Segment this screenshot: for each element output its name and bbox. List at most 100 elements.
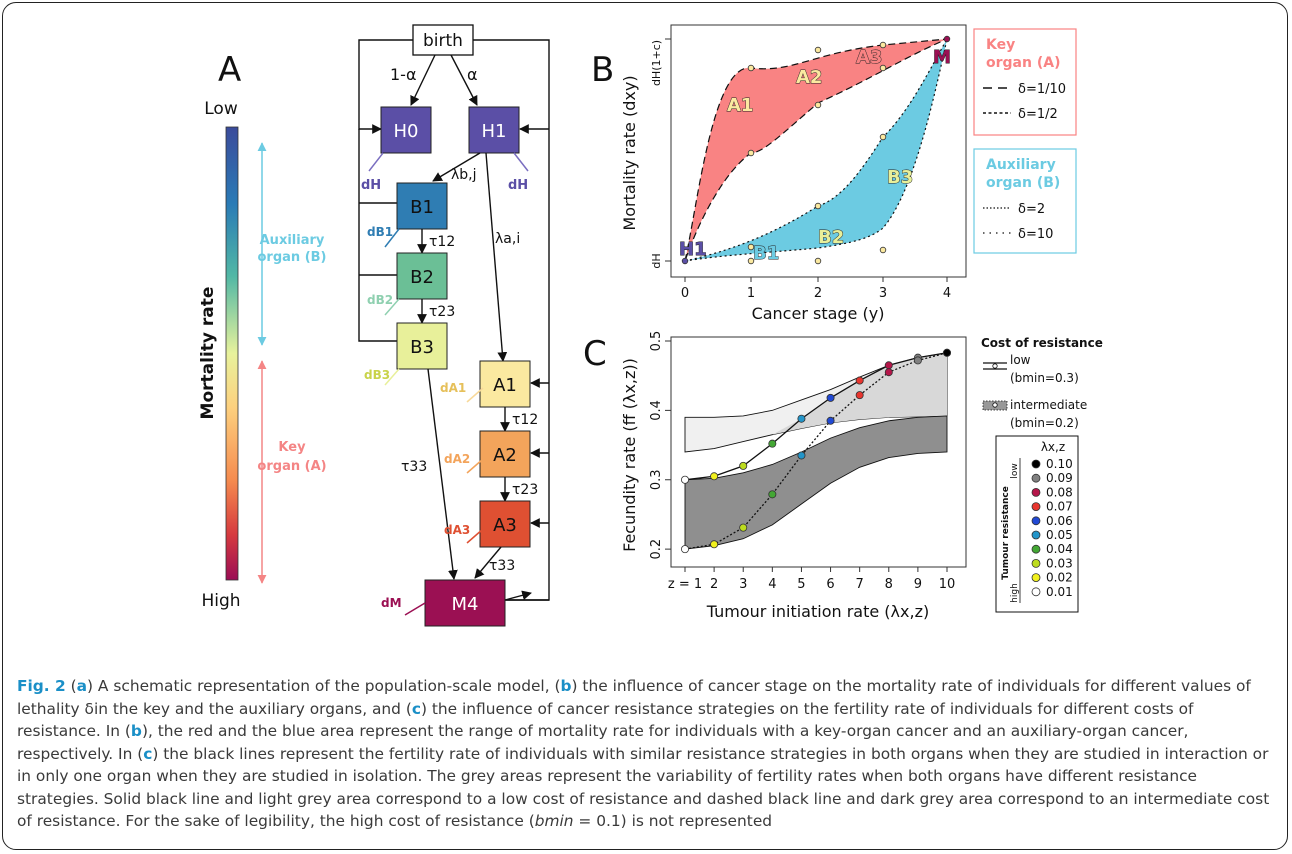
inter-point-5 xyxy=(797,451,806,460)
b-xtick-3: 3 xyxy=(879,286,887,301)
c-xtick-3: 4 xyxy=(768,577,776,592)
inter-point-6 xyxy=(826,416,835,425)
lambda-swatch-7 xyxy=(1031,559,1041,568)
low-point-8 xyxy=(884,361,893,370)
state-a1 xyxy=(479,360,531,408)
c-xtick-4: 5 xyxy=(797,577,805,592)
m4-death-arrow xyxy=(404,602,426,616)
panel-a: A Low High Mortality rate Auxiliary orga… xyxy=(198,24,550,627)
lambda-value-1: 0.09 xyxy=(1046,471,1073,485)
lambda-swatch-5 xyxy=(1031,530,1041,540)
state-a1-label: A1 xyxy=(493,375,517,396)
series-intermediate-line xyxy=(684,352,948,550)
state-h1-label: H1 xyxy=(482,121,507,142)
inter-point-4 xyxy=(768,490,777,499)
cost-low-label: low xyxy=(1010,353,1031,367)
region-b1: B1 xyxy=(753,243,779,264)
scale-high-label: High xyxy=(201,591,240,611)
legend-aux-item-2: δ=10 xyxy=(1018,227,1053,242)
panel-c-xlabel: Tumour initiation rate (λx,z) xyxy=(706,602,929,621)
rate-dm: dM xyxy=(381,596,402,610)
b-loop-left xyxy=(358,129,397,342)
h1-death-arrow xyxy=(513,152,529,172)
cost-inter-label: intermediate xyxy=(1010,398,1087,412)
region-b2: B2 xyxy=(818,227,844,248)
cost-legend-title: Cost of resistance xyxy=(981,336,1103,350)
state-m4-label: M4 xyxy=(452,594,479,615)
caption-text-3: ) the influence of cancer stage on the m… xyxy=(17,677,1251,718)
lambda-legend-items: 0.100.090.080.070.060.050.040.030.020.01 xyxy=(1031,457,1073,599)
c-ytick-3: 0.5 xyxy=(649,331,664,352)
point-a2-upper xyxy=(814,46,822,54)
panel-c-yticks: 0.2 0.3 0.4 0.5 xyxy=(649,331,671,560)
state-h1 xyxy=(468,106,520,154)
inter-point-8 xyxy=(884,368,893,377)
point-a1-upper xyxy=(747,64,755,72)
region-b3: B3 xyxy=(887,167,913,188)
low-point-2 xyxy=(710,472,719,481)
inter-point-3 xyxy=(739,523,748,532)
legend-key-title-2: organ (A) xyxy=(986,55,1060,71)
point-b1-upper xyxy=(747,243,755,251)
region-m: M xyxy=(933,47,951,68)
point-a3-lower xyxy=(879,64,887,72)
lambda-value-9: 0.01 xyxy=(1046,585,1073,599)
lambda-value-6: 0.04 xyxy=(1046,542,1073,556)
state-a2-label: A2 xyxy=(493,445,517,466)
caption-text-7: = 0.1) is not represented xyxy=(573,812,773,830)
lambda-swatch-9 xyxy=(1031,587,1041,597)
point-h1 xyxy=(681,257,689,265)
panel-c-areas xyxy=(684,352,948,550)
birth-loop-left xyxy=(358,39,413,134)
key-organ-area xyxy=(684,38,948,262)
lambda-a-label: λa,i xyxy=(495,231,520,247)
panel-c-points xyxy=(681,348,952,554)
aux-organ-area xyxy=(684,38,948,262)
figure-caption: Fig. 2 (a) A schematic representation of… xyxy=(17,675,1279,833)
c-xtick-7: 8 xyxy=(885,577,893,592)
panel-a-letter: A xyxy=(218,50,241,90)
tau33-b-label: τ33 xyxy=(401,459,427,475)
caption-ref-b: b xyxy=(560,677,572,695)
c-ytick-0: 0.2 xyxy=(649,539,664,560)
state-h0 xyxy=(380,106,432,154)
low-point-4 xyxy=(768,439,777,448)
ytick-bottom-label: dH xyxy=(650,253,663,268)
rate-da2: dA2 xyxy=(444,452,470,466)
legend-aux-item-1: δ=2 xyxy=(1018,202,1045,217)
legend-key-item-1: δ=1/10 xyxy=(1018,82,1066,97)
c-xtick-0: z = 1 xyxy=(668,577,702,592)
figure-graphics: A Low High Mortality rate Auxiliary orga… xyxy=(198,24,1103,627)
c-xtick-1: 2 xyxy=(710,577,718,592)
resistance-low: low xyxy=(1010,463,1020,478)
caption-ref-b-2: b xyxy=(130,722,142,740)
low-point-7 xyxy=(855,376,864,385)
lambda-legend-title: λx,z xyxy=(1041,440,1065,454)
panel-b-letter: B xyxy=(591,50,614,90)
low-point-3 xyxy=(739,461,748,470)
scale-title: Mortality rate xyxy=(198,287,218,420)
point-b2-lower xyxy=(814,257,822,265)
state-b3-label: B3 xyxy=(410,337,434,358)
tau12-b-label: τ12 xyxy=(429,234,455,250)
low-point-1 xyxy=(681,475,690,484)
panel-c-xticks: z = 1 2 3 4 5 6 7 8 9 10 xyxy=(668,567,955,592)
birth-label: birth xyxy=(423,31,463,51)
low-point-6 xyxy=(826,393,835,402)
point-m xyxy=(943,35,951,43)
inter-point-9 xyxy=(913,356,922,365)
c-ytick-2: 0.4 xyxy=(649,400,664,421)
a2-death-arrow xyxy=(466,458,484,474)
lambda-value-7: 0.03 xyxy=(1046,556,1073,570)
rate-da1: dA1 xyxy=(440,381,466,395)
low-point-5 xyxy=(797,414,806,423)
lambda-value-2: 0.08 xyxy=(1046,485,1073,499)
caption-text-1: ( xyxy=(65,677,77,695)
cost-inter-bmin: (bmin=0.2) xyxy=(1010,416,1079,430)
h0-death-arrow xyxy=(368,152,384,172)
c-xtick-5: 6 xyxy=(826,577,834,592)
caption-text-6: ) the black lines represent the fertilit… xyxy=(17,744,1270,831)
panel-b-xticks: 0 1 2 3 4 xyxy=(681,277,951,301)
legend-aux-organ xyxy=(973,148,1077,254)
aux-range-label-1: Auxiliary xyxy=(260,233,325,248)
